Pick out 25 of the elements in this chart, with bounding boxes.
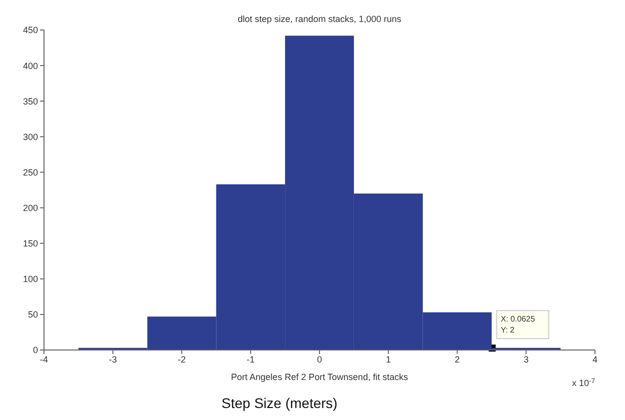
- x-tick-label: 3: [524, 354, 529, 364]
- y-tick-label: 150: [22, 238, 38, 249]
- y-tick-label: 0: [32, 345, 38, 356]
- x-tick-label: 0: [316, 354, 322, 364]
- y-tick-label: 350: [22, 96, 38, 106]
- y-tick-label: 300: [22, 132, 38, 142]
- x-tick-label: 4: [592, 354, 598, 364]
- x-tick-label: -4: [40, 354, 48, 364]
- y-tick-label: 200: [22, 202, 38, 213]
- datatip-box: X: 0.0625 Y: 2: [496, 310, 550, 340]
- text: x 10$^{-7}$: [572, 378, 596, 388]
- chart-title: dlot step size, random stacks, 1,000 runs: [238, 14, 402, 24]
- text: Port Angeles Ref 2 Port Townsend, fit stacks: [231, 372, 408, 382]
- x-tick-label: -2: [178, 354, 186, 364]
- annotation: X: 0.0625 Y: 2: [500, 314, 536, 335]
- x-tick-label: 2: [454, 354, 460, 364]
- x-tick-label: -3: [108, 354, 117, 364]
- y-tick-label: 250: [22, 167, 38, 178]
- y-tick-label: 50: [28, 310, 38, 320]
- x-tick-label: -1: [246, 354, 255, 364]
- y-tick-label: 450: [22, 25, 38, 36]
- y-tick-label: 400: [22, 60, 38, 71]
- y-tick-label: 100: [22, 274, 38, 284]
- x-axis-title: Step Size (meters): [222, 395, 338, 411]
- x-tick-label: 1: [386, 354, 391, 364]
